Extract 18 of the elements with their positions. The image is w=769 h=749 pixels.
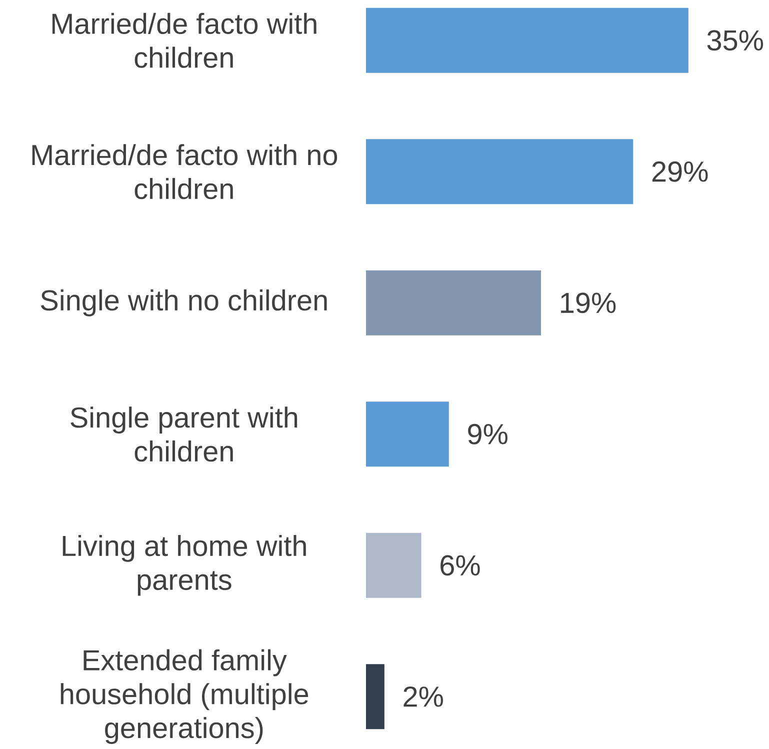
bar	[366, 270, 542, 336]
y-tick-label: Married/de facto with children	[52, 12, 316, 68]
data-label: 19%	[561, 292, 616, 314]
y-tick-label: Married/de facto with no children	[32, 144, 338, 200]
bar	[366, 139, 634, 204]
bar	[366, 8, 688, 73]
data-label: 35%	[707, 30, 764, 51]
y-tick-label: Extended family household (multiple generations)	[60, 649, 308, 744]
data-label: 9%	[468, 424, 508, 444]
bar	[366, 402, 449, 467]
data-label: 2%	[404, 686, 443, 707]
bar	[366, 664, 384, 730]
y-tick-label: Single parent with children	[70, 406, 298, 462]
data-label: 6%	[440, 555, 480, 576]
y-tick-label: Single with no children	[40, 289, 327, 316]
y-tick-label: Living at home with parents	[62, 534, 306, 596]
bar	[366, 532, 422, 598]
data-label: 29%	[652, 161, 708, 182]
